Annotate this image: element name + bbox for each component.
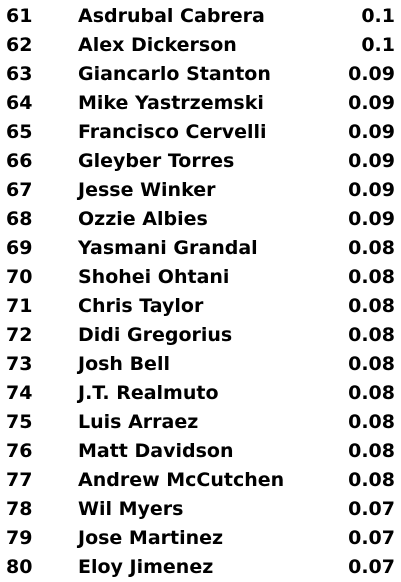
value-cell: 0.08 bbox=[348, 382, 395, 404]
value-cell: 0.08 bbox=[348, 469, 395, 491]
value-cell: 0.09 bbox=[348, 150, 395, 172]
rank-cell: 61 bbox=[6, 5, 33, 27]
rank-cell: 67 bbox=[6, 179, 33, 201]
rank-cell: 62 bbox=[6, 34, 33, 56]
player-name-cell: J.T. Realmuto bbox=[78, 382, 219, 404]
value-cell: 0.07 bbox=[348, 556, 395, 578]
player-name-cell: Andrew McCutchen bbox=[78, 469, 285, 491]
rank-cell: 74 bbox=[6, 382, 33, 404]
table-row: 74 J.T. Realmuto 0.08 bbox=[0, 379, 401, 408]
player-name-cell: Chris Taylor bbox=[78, 295, 204, 317]
value-cell: 0.09 bbox=[348, 179, 395, 201]
table-row: 72 Didi Gregorius 0.08 bbox=[0, 321, 401, 350]
table-row: 63 Giancarlo Stanton 0.09 bbox=[0, 60, 401, 89]
player-name-cell: Mike Yastrzemski bbox=[78, 92, 264, 114]
table-row: 69 Yasmani Grandal 0.08 bbox=[0, 234, 401, 263]
rank-cell: 80 bbox=[6, 556, 33, 578]
table-row: 77 Andrew McCutchen 0.08 bbox=[0, 466, 401, 495]
value-cell: 0.07 bbox=[348, 527, 395, 549]
player-name-cell: Jose Martinez bbox=[78, 527, 224, 549]
player-name-cell: Asdrubal Cabrera bbox=[78, 5, 265, 27]
table-row: 79 Jose Martinez 0.07 bbox=[0, 524, 401, 553]
rank-cell: 73 bbox=[6, 353, 33, 375]
value-cell: 0.08 bbox=[348, 295, 395, 317]
rank-cell: 63 bbox=[6, 63, 33, 85]
table-row: 61 Asdrubal Cabrera 0.1 bbox=[0, 2, 401, 31]
rank-cell: 72 bbox=[6, 324, 33, 346]
table-row: 68 Ozzie Albies 0.09 bbox=[0, 205, 401, 234]
value-cell: 0.1 bbox=[361, 5, 395, 27]
value-cell: 0.08 bbox=[348, 266, 395, 288]
value-cell: 0.07 bbox=[348, 498, 395, 520]
table-row: 64 Mike Yastrzemski 0.09 bbox=[0, 89, 401, 118]
table-row: 71 Chris Taylor 0.08 bbox=[0, 292, 401, 321]
value-cell: 0.08 bbox=[348, 324, 395, 346]
player-name-cell: Shohei Ohtani bbox=[78, 266, 230, 288]
player-name-cell: Yasmani Grandal bbox=[78, 237, 258, 259]
rank-cell: 70 bbox=[6, 266, 33, 288]
value-cell: 0.09 bbox=[348, 208, 395, 230]
player-name-cell: Francisco Cervelli bbox=[78, 121, 267, 143]
table-row: 76 Matt Davidson 0.08 bbox=[0, 437, 401, 466]
player-name-cell: Giancarlo Stanton bbox=[78, 63, 271, 85]
player-name-cell: Matt Davidson bbox=[78, 440, 234, 462]
player-name-cell: Josh Bell bbox=[78, 353, 170, 375]
rank-cell: 68 bbox=[6, 208, 33, 230]
table-row: 73 Josh Bell 0.08 bbox=[0, 350, 401, 379]
value-cell: 0.08 bbox=[348, 411, 395, 433]
table-row: 78 Wil Myers 0.07 bbox=[0, 495, 401, 524]
table-row: 67 Jesse Winker 0.09 bbox=[0, 176, 401, 205]
player-name-cell: Jesse Winker bbox=[78, 179, 216, 201]
rank-cell: 71 bbox=[6, 295, 33, 317]
table-row: 65 Francisco Cervelli 0.09 bbox=[0, 118, 401, 147]
rank-cell: 69 bbox=[6, 237, 33, 259]
player-name-cell: Eloy Jimenez bbox=[78, 556, 214, 578]
rank-cell: 79 bbox=[6, 527, 33, 549]
rank-cell: 76 bbox=[6, 440, 33, 462]
rank-cell: 77 bbox=[6, 469, 33, 491]
value-cell: 0.08 bbox=[348, 237, 395, 259]
value-cell: 0.08 bbox=[348, 440, 395, 462]
value-cell: 0.1 bbox=[361, 34, 395, 56]
value-cell: 0.09 bbox=[348, 63, 395, 85]
rank-cell: 65 bbox=[6, 121, 33, 143]
rank-cell: 78 bbox=[6, 498, 33, 520]
table-row: 75 Luis Arraez 0.08 bbox=[0, 408, 401, 437]
rank-cell: 66 bbox=[6, 150, 33, 172]
table-row: 70 Shohei Ohtani 0.08 bbox=[0, 263, 401, 292]
table-row: 80 Eloy Jimenez 0.07 bbox=[0, 553, 401, 582]
player-name-cell: Wil Myers bbox=[78, 498, 184, 520]
player-name-cell: Alex Dickerson bbox=[78, 34, 237, 56]
value-cell: 0.08 bbox=[348, 353, 395, 375]
player-name-cell: Didi Gregorius bbox=[78, 324, 233, 346]
value-cell: 0.09 bbox=[348, 92, 395, 114]
table-row: 66 Gleyber Torres 0.09 bbox=[0, 147, 401, 176]
rank-cell: 75 bbox=[6, 411, 33, 433]
table-row: 62 Alex Dickerson 0.1 bbox=[0, 31, 401, 60]
player-name-cell: Luis Arraez bbox=[78, 411, 199, 433]
value-cell: 0.09 bbox=[348, 121, 395, 143]
rank-cell: 64 bbox=[6, 92, 33, 114]
player-name-cell: Ozzie Albies bbox=[78, 208, 208, 230]
player-name-cell: Gleyber Torres bbox=[78, 150, 235, 172]
